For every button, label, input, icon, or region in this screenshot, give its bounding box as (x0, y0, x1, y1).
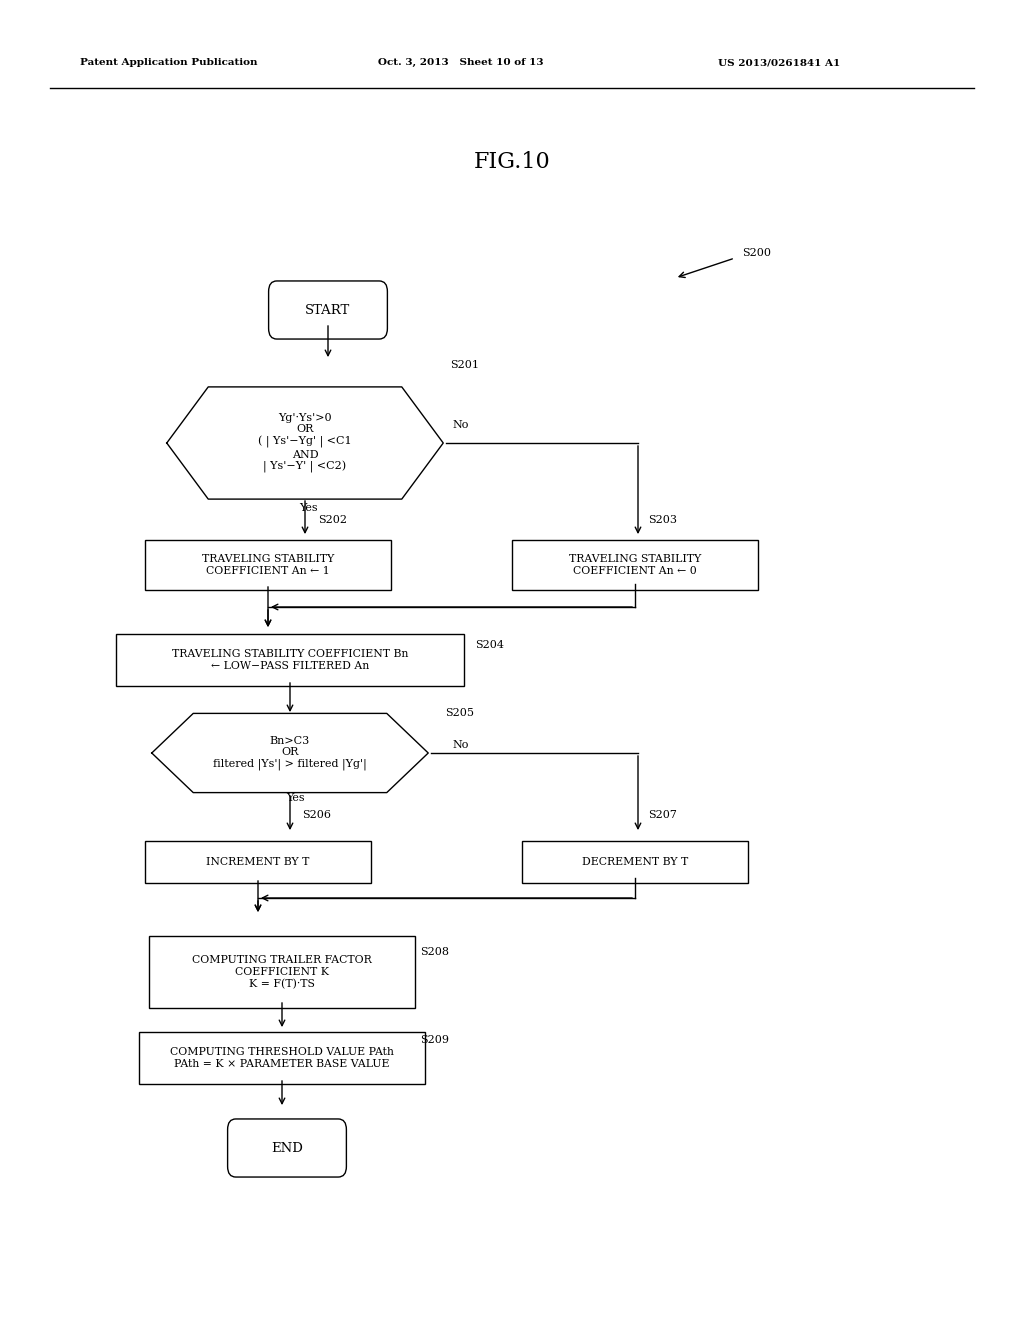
Bar (116, 634, 464, 686)
Text: START: START (305, 304, 350, 317)
Text: S209: S209 (420, 1035, 449, 1045)
Text: S200: S200 (742, 248, 771, 257)
Text: END: END (271, 1142, 303, 1155)
Text: Yes: Yes (286, 793, 304, 803)
Text: FIG.10: FIG.10 (474, 150, 550, 173)
Text: S201: S201 (450, 360, 479, 370)
Bar (138, 1032, 425, 1085)
Text: S203: S203 (648, 515, 677, 525)
Text: S206: S206 (302, 810, 331, 820)
Text: US 2013/0261841 A1: US 2013/0261841 A1 (718, 58, 841, 67)
Text: Patent Application Publication: Patent Application Publication (80, 58, 257, 67)
Bar (512, 540, 758, 590)
Text: COMPUTING TRAILER FACTOR
COEFFICIENT K
K = F(T)·TS: COMPUTING TRAILER FACTOR COEFFICIENT K K… (193, 956, 372, 989)
Text: No: No (452, 741, 468, 750)
Bar (148, 936, 415, 1008)
Text: Oct. 3, 2013   Sheet 10 of 13: Oct. 3, 2013 Sheet 10 of 13 (378, 58, 544, 67)
Text: S202: S202 (318, 515, 347, 525)
Text: S204: S204 (475, 640, 504, 649)
Text: INCREMENT BY T: INCREMENT BY T (206, 857, 309, 867)
Text: Yes: Yes (299, 503, 317, 513)
Text: S208: S208 (420, 946, 449, 957)
Bar (522, 841, 748, 883)
Text: TRAVELING STABILITY
COEFFICIENT An ← 0: TRAVELING STABILITY COEFFICIENT An ← 0 (569, 554, 701, 576)
Text: TRAVELING STABILITY COEFFICIENT Bn
← LOW−PASS FILTERED An: TRAVELING STABILITY COEFFICIENT Bn ← LOW… (172, 649, 409, 671)
Text: Yg'·Ys'>0
OR
( | Ys'−Yg' | <C1
AND
| Ys'−Y' | <C2): Yg'·Ys'>0 OR ( | Ys'−Yg' | <C1 AND | Ys'… (258, 413, 352, 474)
FancyBboxPatch shape (268, 281, 387, 339)
Text: No: No (452, 420, 468, 430)
Bar (145, 841, 371, 883)
FancyBboxPatch shape (227, 1119, 346, 1177)
Text: COMPUTING THRESHOLD VALUE PAth
PAth = K × PARAMETER BASE VALUE: COMPUTING THRESHOLD VALUE PAth PAth = K … (170, 1047, 394, 1069)
Text: S207: S207 (648, 810, 677, 820)
Text: TRAVELING STABILITY
COEFFICIENT An ← 1: TRAVELING STABILITY COEFFICIENT An ← 1 (202, 554, 334, 576)
Text: DECREMENT BY T: DECREMENT BY T (582, 857, 688, 867)
Bar (145, 540, 391, 590)
Text: S205: S205 (445, 708, 474, 718)
Text: Bn>C3
OR
filtered |Ys'| > filtered |Yg'|: Bn>C3 OR filtered |Ys'| > filtered |Yg'| (213, 735, 367, 771)
